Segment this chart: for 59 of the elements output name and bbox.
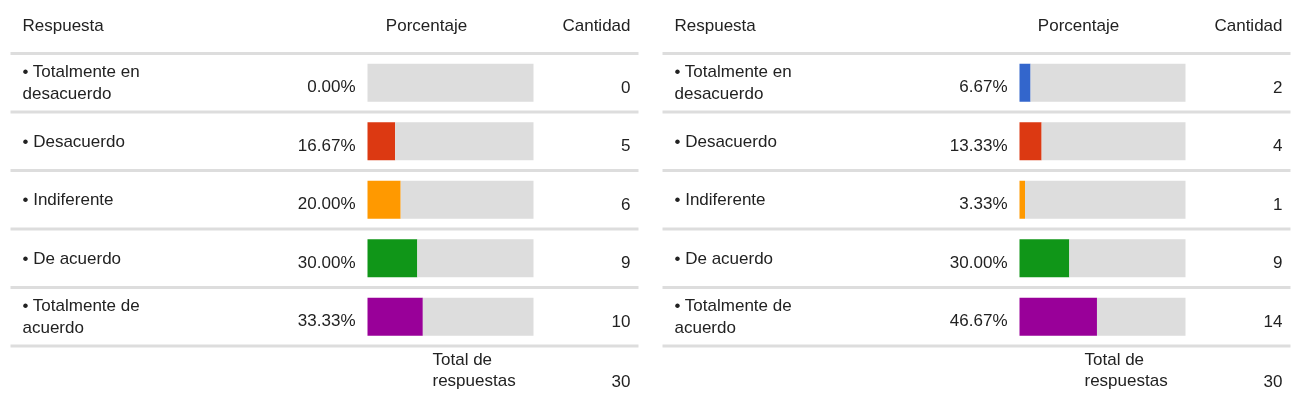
- text: 1: [1273, 194, 1283, 214]
- category-label: • Totalmente en desacuerdo: [674, 62, 792, 104]
- data-label: 3.33%: [959, 194, 1008, 214]
- category-label: • Totalmente de acuerdo: [674, 296, 792, 338]
- text: 6: [621, 194, 631, 214]
- text: 5: [621, 136, 631, 156]
- data-label: 0.00%: [307, 77, 356, 97]
- text: 4: [1273, 136, 1283, 156]
- data-label: 30.00%: [297, 252, 356, 272]
- y-axis-title: Respuesta: [674, 16, 757, 35]
- bar: [1025, 180, 1186, 219]
- text: 30: [1263, 372, 1283, 391]
- x-axis-title: Porcentaje: [385, 16, 468, 35]
- data-label: 20.00%: [297, 194, 356, 214]
- text: 9: [621, 253, 631, 273]
- text: Cantidad: [1214, 16, 1283, 35]
- text: Cantidad: [562, 16, 631, 35]
- bar: [1019, 122, 1042, 161]
- bar: [1069, 239, 1186, 278]
- bar: [422, 297, 534, 336]
- text: 14: [1263, 311, 1283, 331]
- text: 2: [1273, 77, 1283, 97]
- bar: [1096, 297, 1186, 336]
- text: 9: [1273, 253, 1283, 273]
- bar: [367, 297, 423, 336]
- bar: [1041, 122, 1186, 161]
- category-label: • Totalmente de acuerdo: [22, 296, 140, 338]
- data-label: 16.67%: [297, 135, 356, 155]
- bar: [417, 239, 534, 278]
- x-axis-title: Porcentaje: [1037, 16, 1120, 35]
- category-label: • De acuerdo: [674, 248, 774, 268]
- data-label: 46.67%: [949, 311, 1008, 331]
- category-label: • Desacuerdo: [22, 131, 125, 151]
- bar: [400, 180, 534, 219]
- data-label: 30.00%: [949, 252, 1008, 272]
- text: Total de respuestas: [1084, 349, 1168, 391]
- bar: [1019, 297, 1097, 336]
- data-label: 6.67%: [959, 77, 1008, 97]
- category-label: • Indiferente: [674, 190, 766, 210]
- bar: [1019, 63, 1031, 102]
- text: 0: [621, 77, 631, 97]
- bar: [1030, 63, 1186, 102]
- bar: [1019, 180, 1026, 219]
- bar: [367, 63, 534, 102]
- category-label: • Desacuerdo: [674, 131, 777, 151]
- text: Total de respuestas: [432, 349, 516, 391]
- category-label: • Indiferente: [22, 190, 114, 210]
- category-label: • De acuerdo: [22, 248, 122, 268]
- data-label: 13.33%: [949, 135, 1008, 155]
- y-axis-title: Respuesta: [22, 16, 105, 35]
- text: 30: [611, 372, 631, 391]
- bar: [1019, 239, 1070, 278]
- bar: [367, 180, 401, 219]
- bar: [395, 122, 534, 161]
- data-label: 33.33%: [297, 311, 356, 331]
- category-label: • Totalmente en desacuerdo: [22, 62, 140, 104]
- bar: [367, 122, 396, 161]
- text: 10: [611, 311, 631, 331]
- bar: [367, 239, 418, 278]
